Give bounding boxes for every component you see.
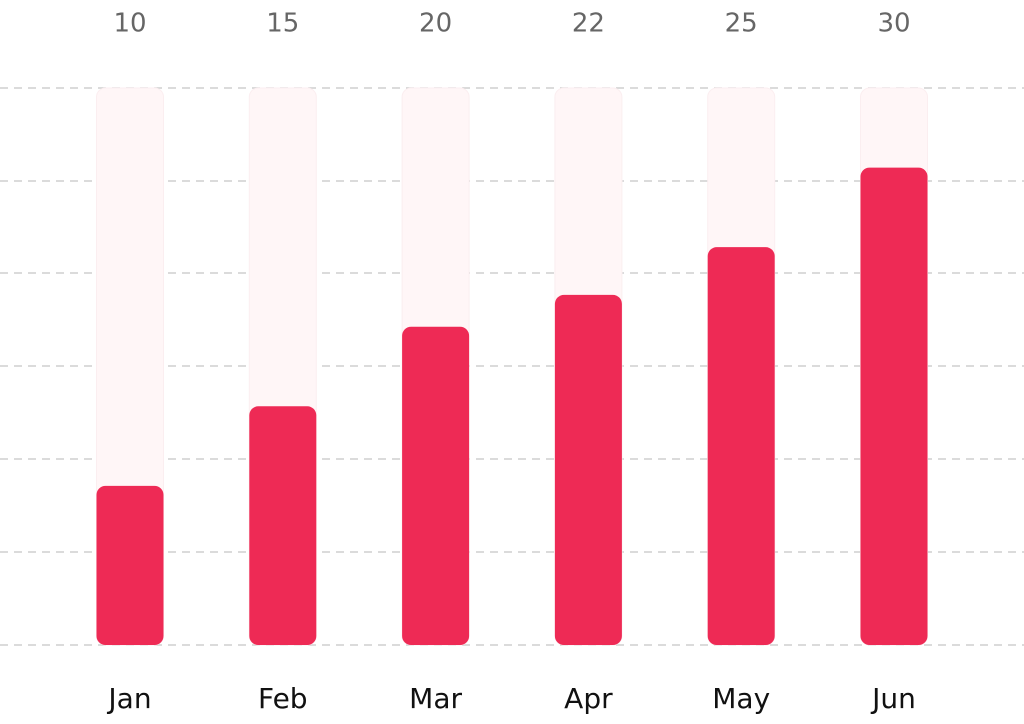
bar [707, 247, 775, 645]
bar [249, 406, 317, 645]
x-tick-label: Jan [106, 682, 151, 715]
bar [96, 485, 164, 645]
grid [0, 87, 1024, 646]
value-label: 30 [877, 9, 910, 39]
bar [860, 167, 928, 646]
bar [554, 294, 622, 645]
x-tick-label: Apr [564, 682, 613, 715]
value-label: 10 [113, 9, 146, 39]
x-tick-label: Jun [870, 682, 916, 715]
x-tick-label: May [712, 682, 770, 715]
value-label: 25 [725, 9, 758, 39]
value-label: 20 [419, 9, 452, 39]
value-label: 15 [266, 9, 299, 39]
bar [402, 326, 470, 645]
x-tick-label: Mar [409, 682, 462, 715]
x-tick-label: Feb [258, 682, 308, 715]
value-label: 22 [572, 9, 605, 39]
